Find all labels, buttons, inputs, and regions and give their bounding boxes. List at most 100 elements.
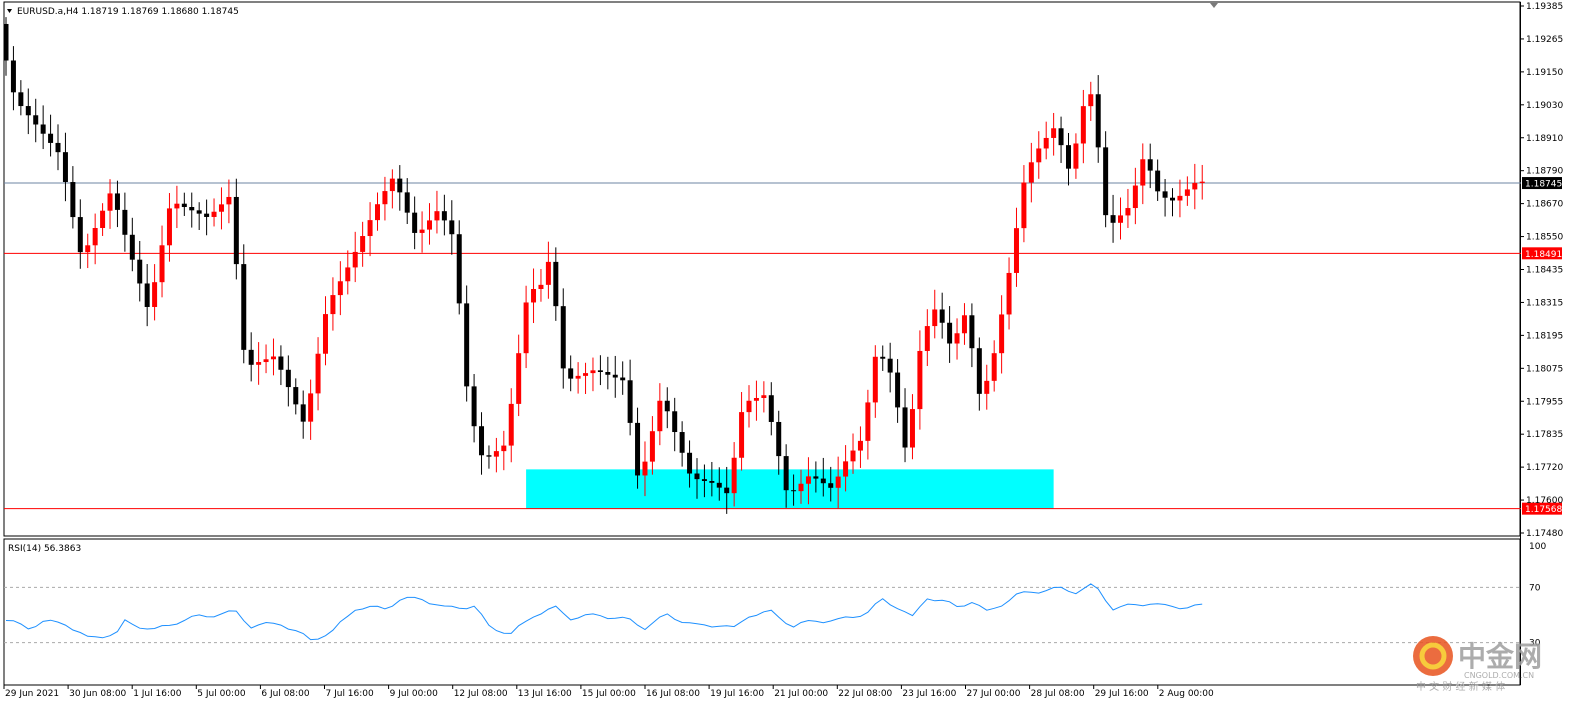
candle-body bbox=[100, 210, 106, 229]
candle-body bbox=[553, 261, 559, 307]
candle-body bbox=[107, 193, 113, 211]
candle-body bbox=[984, 380, 990, 394]
y-tick-label: 1.18435 bbox=[1526, 266, 1563, 276]
candle-body bbox=[152, 282, 158, 307]
candle-body bbox=[174, 203, 180, 209]
y-tick-label: 1.19385 bbox=[1526, 2, 1563, 12]
price-label-box bbox=[1522, 177, 1562, 190]
candle-body bbox=[1080, 106, 1086, 144]
candle-body bbox=[976, 348, 982, 394]
candle-body bbox=[256, 362, 262, 365]
x-tick-label: 29 Jun 2021 bbox=[5, 689, 59, 699]
x-tick-label: 29 Jul 16:00 bbox=[1095, 689, 1149, 699]
candle-body bbox=[1088, 94, 1094, 107]
price-label: 1.18491 bbox=[1525, 250, 1562, 260]
candle-body bbox=[1065, 145, 1071, 169]
candle-body bbox=[620, 377, 626, 381]
candle-body bbox=[813, 476, 819, 479]
candle-body bbox=[77, 217, 83, 253]
candle-body bbox=[441, 211, 447, 221]
symbol-dropdown-icon[interactable] bbox=[7, 9, 12, 13]
candle-body bbox=[828, 483, 834, 488]
candle-body bbox=[798, 483, 804, 492]
y-tick-label: 1.19150 bbox=[1526, 68, 1563, 78]
candle-body bbox=[404, 192, 410, 213]
chart-shift-icon[interactable] bbox=[1210, 3, 1218, 8]
candle-body bbox=[590, 370, 596, 374]
candle-body bbox=[1184, 189, 1190, 196]
candle-body bbox=[330, 295, 336, 315]
y-tick-label: 1.17835 bbox=[1526, 430, 1563, 440]
candle-body bbox=[55, 142, 61, 153]
candle-body bbox=[1006, 272, 1012, 315]
candle-body bbox=[1155, 170, 1161, 192]
candle-body bbox=[575, 375, 581, 379]
candle-body bbox=[746, 400, 752, 413]
candle-body bbox=[887, 358, 893, 373]
candle-body bbox=[664, 400, 670, 412]
watermark-url: CNGOLD.COM.CN bbox=[1464, 671, 1534, 680]
cngold-logo-icon bbox=[1413, 636, 1453, 676]
candle-body bbox=[211, 211, 217, 217]
candle-body bbox=[991, 353, 997, 381]
candle-body bbox=[427, 220, 433, 230]
x-tick-label: 21 Jul 00:00 bbox=[774, 689, 828, 699]
candle-body bbox=[627, 380, 633, 423]
candle-body bbox=[196, 210, 202, 214]
candle-body bbox=[33, 115, 39, 125]
candle-body bbox=[486, 455, 492, 457]
watermark-brand: 中金网 bbox=[1458, 640, 1542, 673]
y-tick-label: 1.18315 bbox=[1526, 298, 1563, 308]
candle-body bbox=[471, 386, 477, 427]
candle-body bbox=[932, 309, 938, 327]
price-axis-border bbox=[1520, 2, 1521, 685]
candle-body bbox=[850, 450, 856, 462]
candle-body bbox=[389, 178, 395, 192]
x-tick-label: 30 Jun 08:00 bbox=[69, 689, 126, 699]
x-tick-label: 5 Jul 00:00 bbox=[197, 689, 246, 699]
candle-body bbox=[761, 395, 767, 398]
y-tick-label: 1.18790 bbox=[1526, 167, 1563, 177]
symbol-header: EURUSD.a,H4 1.18719 1.18769 1.18680 1.18… bbox=[17, 7, 239, 17]
candle-body bbox=[835, 476, 841, 488]
candle-body bbox=[352, 251, 358, 268]
candle-body bbox=[583, 373, 589, 376]
candle-body bbox=[1110, 215, 1116, 223]
candle-body bbox=[1170, 197, 1176, 201]
candle-body bbox=[10, 60, 16, 93]
candle-body bbox=[62, 152, 68, 183]
y-tick-label: 1.18910 bbox=[1526, 134, 1563, 144]
watermark: 中金网 CNGOLD.COM.CN 中 文 财 经 新 媒 体 bbox=[1413, 636, 1542, 693]
candle-body bbox=[493, 451, 499, 457]
candle-body bbox=[657, 400, 663, 432]
x-tick-label: 9 Jul 00:00 bbox=[390, 689, 439, 699]
candle-body bbox=[1013, 228, 1019, 273]
candle-body bbox=[597, 370, 603, 372]
y-tick-label: 1.17600 bbox=[1526, 496, 1563, 506]
candle-body bbox=[3, 23, 9, 61]
rsi-panel bbox=[3, 538, 1521, 686]
candle-body bbox=[961, 315, 967, 334]
candle-body bbox=[939, 309, 945, 323]
x-tick-label: 16 Jul 08:00 bbox=[646, 689, 700, 699]
candle-body bbox=[805, 476, 811, 484]
candle-body bbox=[367, 220, 373, 237]
candle-body bbox=[560, 306, 566, 369]
candle-body bbox=[709, 480, 715, 483]
y-tick-label: 1.18550 bbox=[1526, 233, 1563, 243]
candle-body bbox=[1199, 181, 1205, 183]
x-tick-label: 23 Jul 16:00 bbox=[902, 689, 956, 699]
candle-body bbox=[508, 403, 514, 446]
y-tick-label: 1.19030 bbox=[1526, 101, 1563, 111]
candle-body bbox=[783, 456, 789, 491]
candle-body bbox=[241, 264, 247, 350]
x-tick-label: 12 Jul 08:00 bbox=[454, 689, 508, 699]
candle-body bbox=[1177, 195, 1183, 201]
x-tick-label: 22 Jul 08:00 bbox=[838, 689, 892, 699]
candle-body bbox=[1043, 137, 1049, 149]
candle-body bbox=[1095, 94, 1101, 148]
candle-body bbox=[724, 487, 730, 494]
candle-body bbox=[248, 349, 254, 365]
rsi-tick-label: 70 bbox=[1529, 583, 1541, 593]
